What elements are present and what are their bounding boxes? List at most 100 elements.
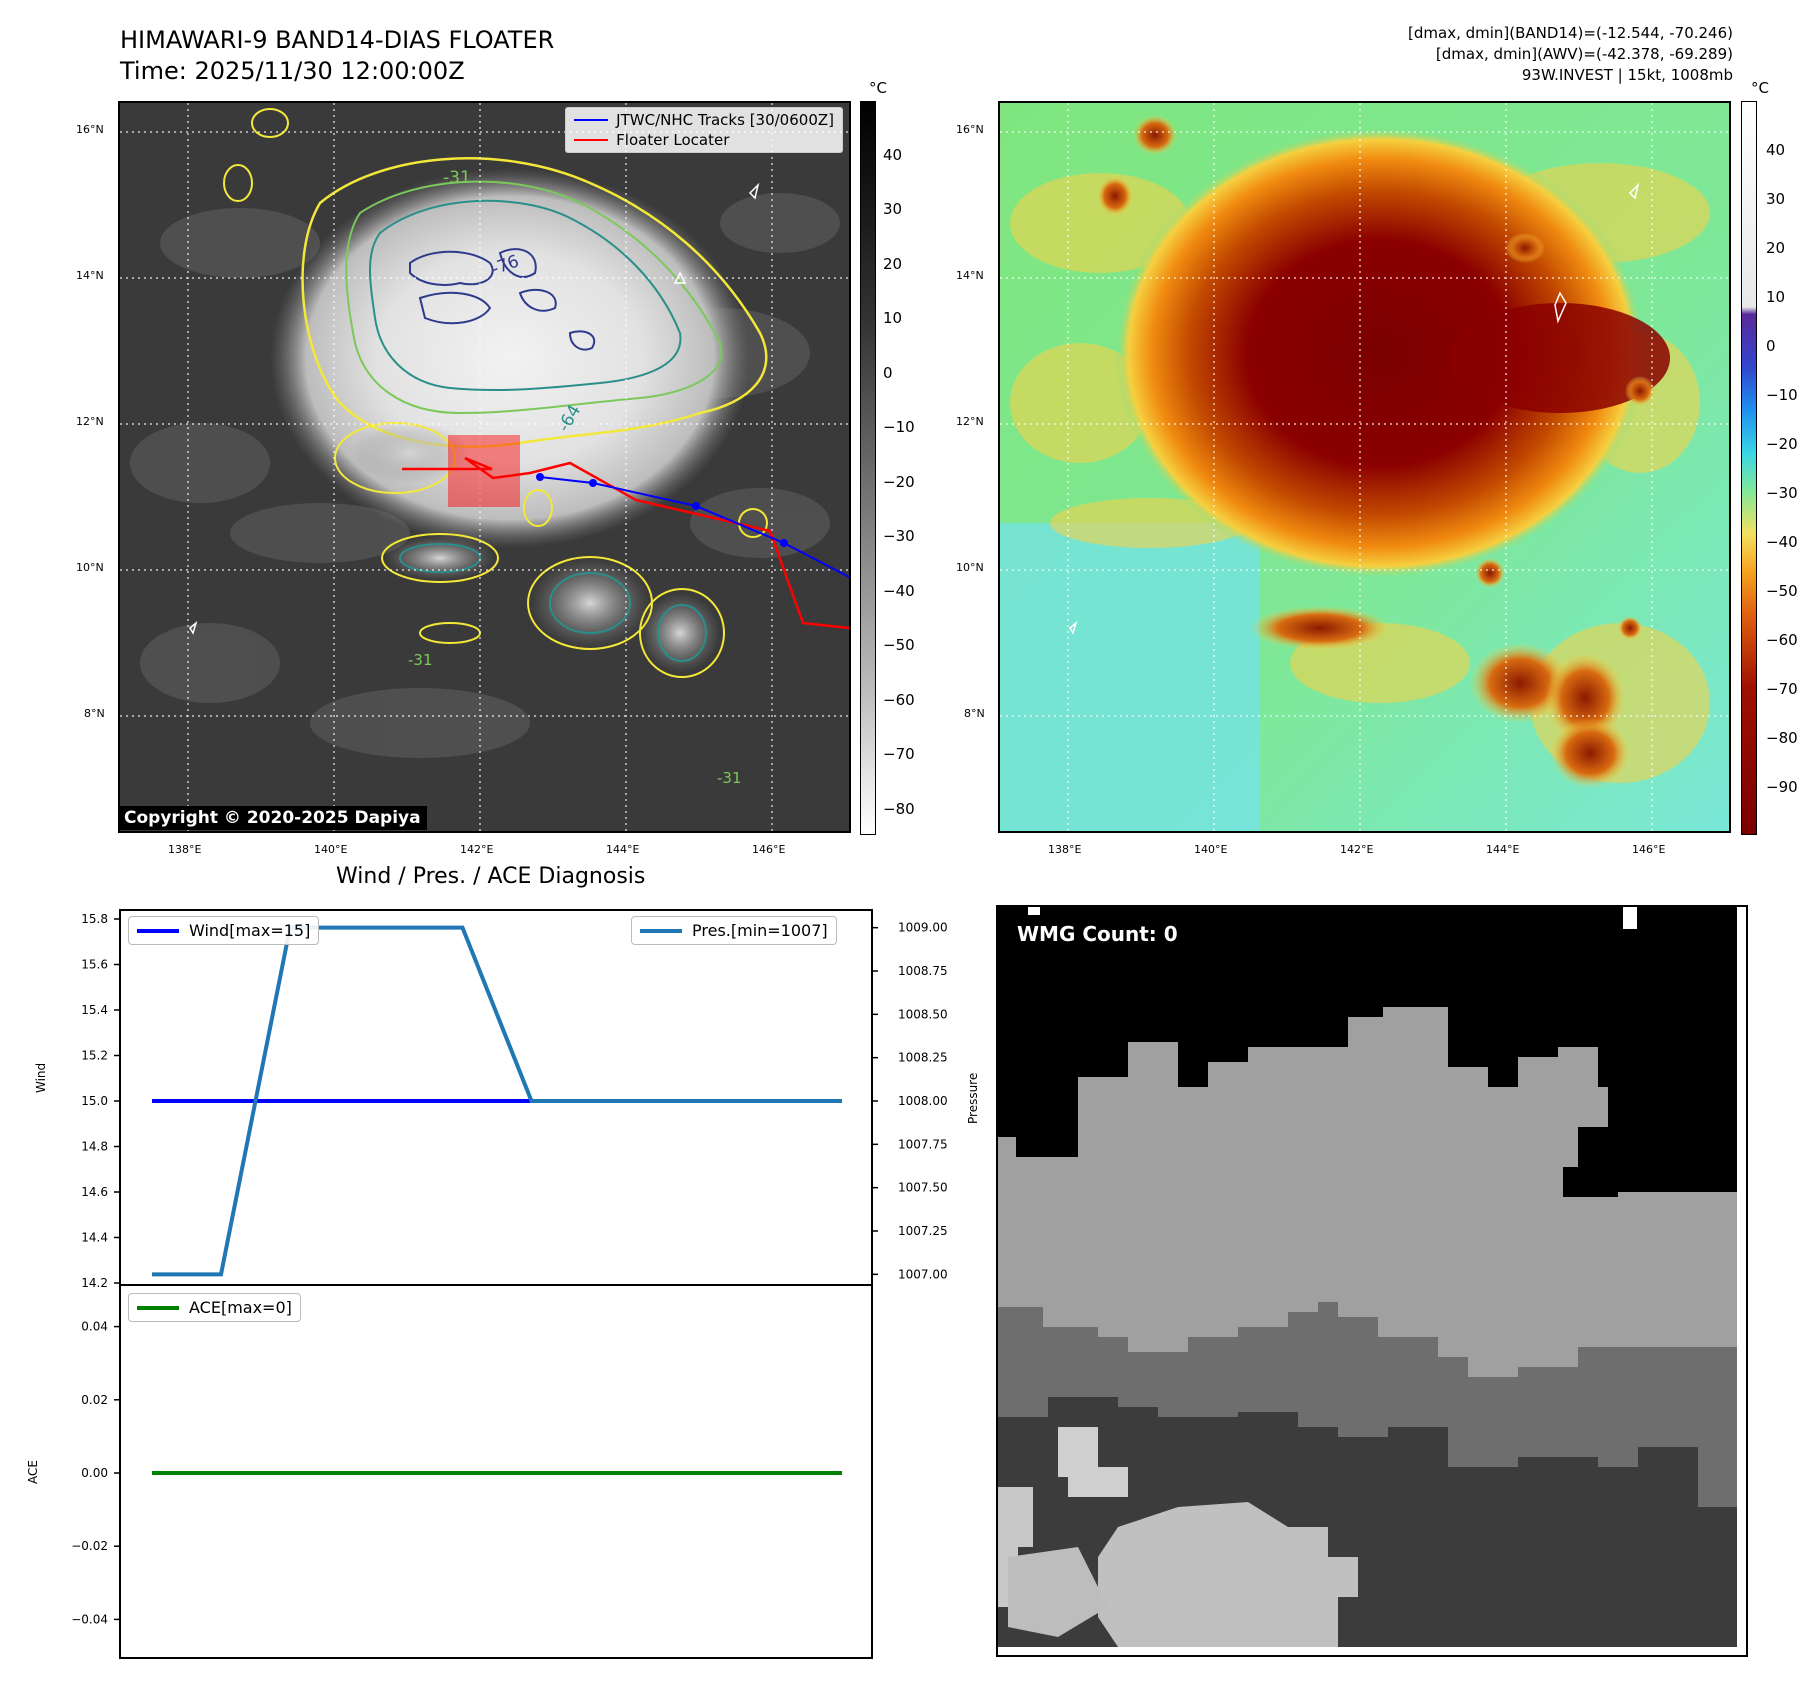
pressure-ylabel: Pressure bbox=[966, 1072, 980, 1124]
info-line-storm: 93W.INVEST | 15kt, 1008mb bbox=[1521, 66, 1733, 84]
cb2-unit: °C bbox=[1751, 79, 1769, 97]
y-tick-label: −0.04 bbox=[71, 1612, 108, 1626]
floater-line bbox=[402, 456, 849, 630]
cb2-tick: −90 bbox=[1766, 778, 1798, 796]
y-tick-label: 0.04 bbox=[81, 1320, 108, 1334]
contour-green bbox=[345, 180, 723, 415]
cb1-tick: 30 bbox=[883, 200, 903, 218]
band14-map: -31 -76 -64 -31 -31 JTWC/NHC Tracks [30/… bbox=[118, 101, 851, 833]
jtwc-track-points bbox=[536, 473, 788, 547]
y-tick-label: 14.6 bbox=[81, 1185, 108, 1199]
map2-lat-12: 12°N bbox=[956, 415, 984, 428]
map1-lat-16: 16°N bbox=[76, 123, 104, 136]
y-tick-label-right: 1007.25 bbox=[898, 1224, 948, 1238]
wind-legend: Wind[max=15] bbox=[128, 916, 320, 945]
awv-colorbar bbox=[1741, 101, 1757, 835]
cb2-tick: 0 bbox=[1766, 337, 1776, 355]
cb2-tick: 20 bbox=[1766, 239, 1786, 257]
ace-legend-label: ACE[max=0] bbox=[189, 1298, 292, 1317]
y-tick-label: 15.4 bbox=[81, 1003, 108, 1017]
ace-ylabel: ACE bbox=[26, 1460, 40, 1484]
cb2-tick: −30 bbox=[1766, 484, 1798, 502]
contour-teal bbox=[369, 199, 682, 392]
cb2-tick: −80 bbox=[1766, 729, 1798, 747]
cb1-tick: −10 bbox=[883, 418, 915, 436]
chart-title: HIMAWARI-9 BAND14-DIAS FLOATER bbox=[120, 26, 555, 54]
cb2-tick: −40 bbox=[1766, 533, 1798, 551]
map1-legend: JTWC/NHC Tracks [30/0600Z] Floater Locat… bbox=[565, 107, 843, 153]
map2-lon-144: 144°E bbox=[1486, 843, 1520, 856]
map2-lat-16: 16°N bbox=[956, 123, 984, 136]
legend-floater: Floater Locater bbox=[616, 131, 730, 149]
y-tick-label: 15.2 bbox=[81, 1049, 108, 1063]
y-tick-label: 15.8 bbox=[81, 912, 108, 926]
band14-map-image: -31 -76 -64 -31 -31 bbox=[120, 103, 849, 831]
cb1-tick: −50 bbox=[883, 636, 915, 654]
pressure-legend: Pres.[min=1007] bbox=[631, 916, 837, 945]
y-tick-label: −0.02 bbox=[71, 1539, 108, 1553]
y-tick-label: 0.00 bbox=[81, 1466, 108, 1480]
cb2-tick: −60 bbox=[1766, 631, 1798, 649]
contour-label-31-south: -31 bbox=[408, 651, 433, 669]
cb1-tick: 10 bbox=[883, 309, 903, 327]
y-tick-label-right: 1007.00 bbox=[898, 1267, 948, 1281]
map1-lon-140: 140°E bbox=[314, 843, 348, 856]
map2-island-outlines bbox=[1069, 182, 1640, 635]
map1-lon-142: 142°E bbox=[460, 843, 494, 856]
wmg-image bbox=[998, 907, 1746, 1655]
y-tick-label-right: 1007.75 bbox=[898, 1137, 948, 1151]
y-tick-label-right: 1009.00 bbox=[898, 921, 948, 935]
map2-lon-146: 146°E bbox=[1632, 843, 1666, 856]
wmg-panel bbox=[996, 905, 1748, 1657]
pressure-legend-label: Pres.[min=1007] bbox=[692, 921, 828, 940]
y-tick-label-right: 1008.00 bbox=[898, 1094, 948, 1108]
diagnosis-title: Wind / Pres. / ACE Diagnosis bbox=[336, 864, 646, 889]
map1-lat-12: 12°N bbox=[76, 415, 104, 428]
y-tick-label: 14.2 bbox=[81, 1276, 108, 1290]
wind-ylabel: Wind bbox=[34, 1062, 48, 1093]
cb2-tick: 40 bbox=[1766, 141, 1786, 159]
y-tick-label-right: 1008.25 bbox=[898, 1051, 948, 1065]
map2-gridlines bbox=[1000, 103, 1729, 831]
chart-time: Time: 2025/11/30 12:00:00Z bbox=[120, 57, 465, 85]
cb1-tick: −70 bbox=[883, 745, 915, 763]
wind-legend-label: Wind[max=15] bbox=[189, 921, 311, 940]
y-tick-label-right: 1007.50 bbox=[898, 1181, 948, 1195]
contour-yellow bbox=[301, 157, 768, 448]
y-tick-label: 15.0 bbox=[81, 1094, 108, 1108]
y-tick-label: 14.8 bbox=[81, 1140, 108, 1154]
ace-legend: ACE[max=0] bbox=[128, 1293, 301, 1322]
info-line-band14: [dmax, dmin](BAND14)=(-12.544, -70.246) bbox=[1408, 24, 1733, 42]
cb1-unit: °C bbox=[869, 79, 887, 97]
cb1-tick: 0 bbox=[883, 364, 893, 382]
y-tick-label: 14.4 bbox=[81, 1231, 108, 1245]
cb2-tick: 10 bbox=[1766, 288, 1786, 306]
cb1-tick: −30 bbox=[883, 527, 915, 545]
awv-map bbox=[998, 101, 1731, 833]
cb1-tick: −60 bbox=[883, 691, 915, 709]
wmg-count: WMG Count: 0 bbox=[1017, 922, 1178, 946]
map2-lat-10: 10°N bbox=[956, 561, 984, 574]
map1-lat-8: 8°N bbox=[84, 707, 105, 720]
cb2-tick: −20 bbox=[1766, 435, 1798, 453]
copyright-badge: Copyright © 2020-2025 Dapiya bbox=[118, 806, 427, 830]
y-tick-label: 15.6 bbox=[81, 958, 108, 972]
map1-lon-146: 146°E bbox=[752, 843, 786, 856]
cb1-tick: 40 bbox=[883, 146, 903, 164]
cb1-tick: 20 bbox=[883, 255, 903, 273]
cb1-tick: −40 bbox=[883, 582, 915, 600]
map2-lat-8: 8°N bbox=[964, 707, 985, 720]
wind-pres-axes bbox=[119, 909, 873, 1286]
ace-axes bbox=[119, 1284, 873, 1659]
contour-label-31: -31 bbox=[443, 168, 471, 188]
cb1-tick: −80 bbox=[883, 800, 915, 818]
contour-label-31-se: -31 bbox=[717, 769, 742, 787]
cb2-tick: −70 bbox=[1766, 680, 1798, 698]
cb2-tick: −50 bbox=[1766, 582, 1798, 600]
awv-map-image bbox=[1000, 103, 1729, 831]
map1-lat-10: 10°N bbox=[76, 561, 104, 574]
y-tick-label-right: 1008.50 bbox=[898, 1007, 948, 1021]
map2-lon-138: 138°E bbox=[1048, 843, 1082, 856]
island-outlines bbox=[189, 182, 760, 635]
map1-lat-14: 14°N bbox=[76, 269, 104, 282]
